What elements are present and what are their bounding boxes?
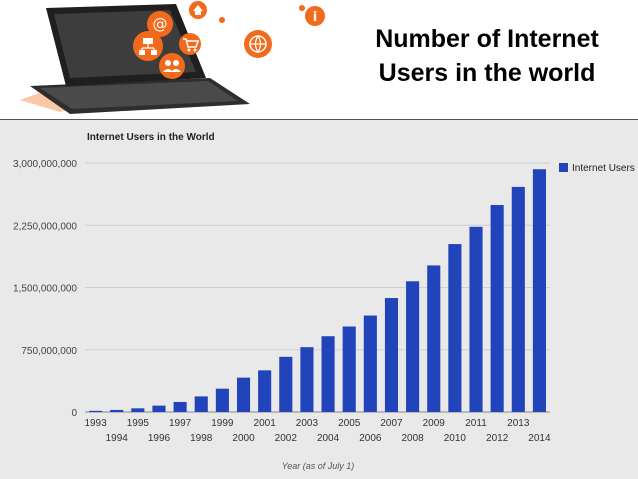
x-tick-label: 2008 xyxy=(401,433,424,444)
x-tick-label: 2012 xyxy=(486,433,509,444)
svg-text:i: i xyxy=(313,10,317,25)
bar-2004 xyxy=(321,336,335,412)
legend-swatch xyxy=(559,163,568,172)
bar-2006 xyxy=(363,315,377,412)
bar-1995 xyxy=(131,408,145,412)
x-tick-label: 2009 xyxy=(423,418,446,429)
at-sign-icon: @ xyxy=(147,11,173,37)
slide-title: Number of Internet Users in the world xyxy=(352,22,622,90)
info-icon: i xyxy=(305,6,325,26)
x-axis-label: Year (as of July 1) xyxy=(282,461,355,471)
x-tick-label: 2003 xyxy=(296,418,319,429)
bar-2003 xyxy=(300,347,314,412)
users-icon xyxy=(159,53,185,79)
y-tick-label: 2,250,000,000 xyxy=(13,221,77,232)
bar-2002 xyxy=(279,356,293,412)
bar-1993 xyxy=(89,410,103,412)
bar-2009 xyxy=(427,265,441,412)
x-tick-label: 2007 xyxy=(380,418,403,429)
slide-title-line1: Number of Internet xyxy=(375,25,599,53)
x-tick-label: 2014 xyxy=(528,433,551,444)
svg-text:@: @ xyxy=(153,15,168,33)
bar-2010 xyxy=(448,244,462,412)
laptop-hero-image: @ i xyxy=(20,1,325,114)
x-tick-label: 2004 xyxy=(317,433,340,444)
chart-background xyxy=(0,120,638,479)
chart-title: Internet Users in the World xyxy=(87,132,215,143)
slide-title-line2: Users in the world xyxy=(378,59,596,87)
x-tick-label: 2006 xyxy=(359,433,382,444)
cart-icon xyxy=(179,33,201,55)
y-tick-label: 750,000,000 xyxy=(21,346,77,357)
x-tick-label: 2011 xyxy=(465,418,487,429)
bar-1999 xyxy=(215,388,229,412)
x-tick-label: 2005 xyxy=(338,418,361,429)
globe-icon xyxy=(244,30,272,58)
home-icon xyxy=(189,1,207,19)
chart-panel: Internet Users in the World 0 750,000,000… xyxy=(0,120,638,479)
x-tick-label: 1995 xyxy=(127,418,150,429)
header-divider xyxy=(0,119,638,120)
legend: Internet Users xyxy=(559,163,635,174)
x-tick-label: 1999 xyxy=(211,418,234,429)
network-icon xyxy=(133,31,163,61)
x-tick-label: 2010 xyxy=(444,433,467,444)
bar-2011 xyxy=(469,226,483,412)
bar-1994 xyxy=(110,409,124,412)
bar-2001 xyxy=(258,370,272,412)
bar-2008 xyxy=(406,281,420,412)
bar-2005 xyxy=(342,326,356,412)
x-tick-label: 1994 xyxy=(106,433,129,444)
x-tick-label: 2000 xyxy=(232,433,255,444)
y-tick-label: 3,000,000,000 xyxy=(13,159,77,170)
x-tick-label: 1997 xyxy=(169,418,192,429)
bar-1997 xyxy=(173,401,187,412)
bar-2012 xyxy=(490,204,504,412)
bar-2000 xyxy=(236,377,251,412)
bar-2007 xyxy=(384,298,399,412)
bar-1998 xyxy=(194,396,208,412)
bar-2013 xyxy=(511,186,525,412)
x-tick-label: 1996 xyxy=(148,433,171,444)
y-tick-label: 0 xyxy=(71,408,77,419)
internet-users-chart: Internet Users in the World 0 750,000,000… xyxy=(0,120,638,479)
legend-label: Internet Users xyxy=(572,163,635,174)
x-tick-label: 2002 xyxy=(275,433,298,444)
slide-header: @ i Number of Internet Users in the worl… xyxy=(0,0,638,118)
y-tick-label: 1,500,000,000 xyxy=(13,284,77,295)
x-tick-label: 1998 xyxy=(190,433,213,444)
bar-1996 xyxy=(152,405,166,412)
x-tick-label: 2013 xyxy=(507,418,530,429)
bar-2014 xyxy=(532,169,546,412)
x-tick-label: 2001 xyxy=(254,418,277,429)
x-tick-label: 1993 xyxy=(84,418,107,429)
